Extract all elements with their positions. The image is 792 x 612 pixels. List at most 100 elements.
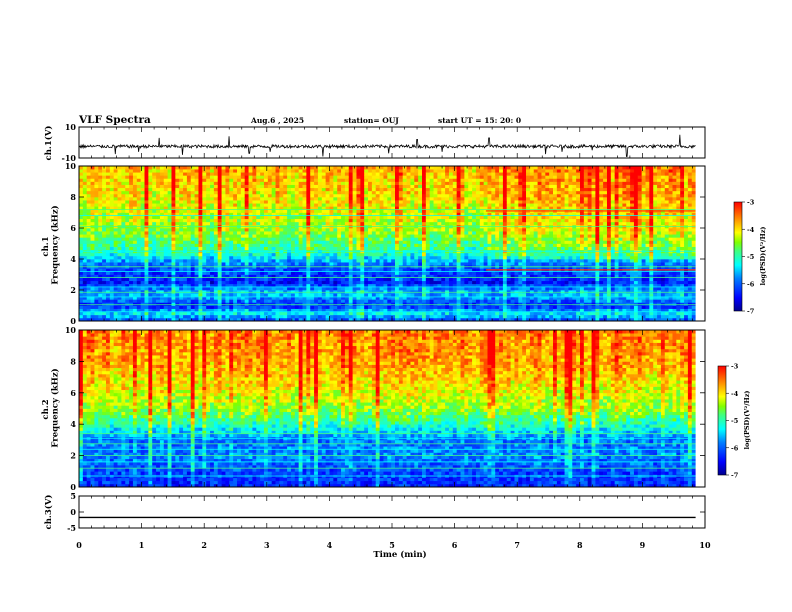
spectrogram-cell (452, 252, 458, 257)
spectrogram-cell (105, 286, 111, 291)
spectrogram-cell (310, 271, 315, 275)
spectrogram-cell (263, 206, 269, 210)
spectrogram-cell (271, 305, 276, 309)
spectrogram-cell (310, 218, 315, 223)
spectrogram-cell (267, 178, 273, 182)
spectrogram-cell (210, 274, 215, 278)
spectrogram-cell (356, 190, 361, 195)
spectrogram-cell (337, 221, 342, 226)
spectrogram-cell (156, 271, 161, 275)
spectrogram-cell (310, 277, 315, 282)
spectrogram-cell (356, 212, 361, 216)
spectrogram-cell (321, 268, 326, 272)
spectrogram-cell (105, 193, 111, 198)
spectrogram-cell (136, 286, 142, 291)
spectrogram-cell (437, 193, 442, 198)
spectrogram-cell (398, 206, 404, 210)
spectrogram-cell (190, 271, 195, 275)
spectrogram-cell (348, 203, 353, 207)
spectrogram-cell (375, 317, 380, 322)
spectrogram-cell (317, 293, 323, 297)
spectrogram-cell (225, 169, 230, 173)
spectrogram-cell (379, 262, 384, 266)
spectrogram-cell (406, 243, 411, 247)
spectrogram-cell (375, 271, 380, 275)
spectrogram-cell (448, 255, 454, 260)
spectrogram-cell (82, 290, 88, 294)
spectrogram-cell (82, 187, 88, 192)
spectrogram-cell (179, 203, 184, 207)
spectrogram-cell (113, 240, 118, 244)
spectrogram-cell (102, 228, 107, 232)
spectrogram-cell (152, 221, 157, 226)
spectrogram-cell (233, 252, 238, 257)
spectrogram-cell (79, 277, 84, 282)
spectrogram-cell (198, 197, 203, 201)
spectrogram-cell (79, 240, 84, 244)
spectrogram-cell (260, 228, 265, 232)
spectrogram-cell (90, 218, 95, 223)
spectrogram-cell (144, 308, 149, 313)
spectrogram-cell (402, 197, 407, 201)
spectrogram-cell (94, 286, 99, 291)
spectrogram-cell (337, 203, 342, 207)
spectrogram-cell (329, 277, 334, 282)
spectrogram-cell (406, 215, 411, 220)
spectrogram-cell (387, 280, 392, 285)
spectrogram-cell (375, 262, 380, 266)
spectrogram-cell (456, 231, 461, 235)
spectrogram-cell (356, 184, 361, 189)
spectrogram-cell (233, 255, 238, 260)
spectrogram-cell (418, 234, 423, 238)
spectrogram-cell (279, 246, 284, 251)
spectrogram-cell (425, 299, 431, 303)
spectrogram-cell (98, 166, 103, 170)
spectrogram-cell (163, 237, 168, 241)
spectrogram-cell (183, 166, 188, 170)
spectrogram-cell (244, 218, 249, 223)
spectrogram-cell (279, 212, 284, 216)
spectrogram-cell (167, 181, 172, 185)
spectrogram-cell (171, 308, 176, 313)
spectrogram-cell (348, 283, 353, 288)
spectrogram-cell (210, 209, 215, 213)
spectrogram-cell (175, 299, 180, 303)
spectrogram-cell (271, 290, 276, 294)
spectrogram-cell (267, 209, 273, 213)
spectrogram-cell (183, 181, 188, 185)
spectrogram-cell (395, 209, 400, 213)
spectrogram-cell (94, 243, 99, 247)
spectrogram-cell (94, 246, 99, 251)
spectrogram-cell (132, 184, 138, 189)
spectrogram-cell (121, 203, 126, 207)
spectrogram-cell (329, 302, 334, 306)
spectrogram-cell (368, 268, 373, 272)
spectrogram-cell (144, 206, 149, 210)
spectrogram-cell (260, 302, 265, 306)
spectrogram-cell (240, 221, 246, 226)
spectrogram-cell (194, 234, 199, 238)
spectrogram-cell (410, 184, 415, 189)
spectrogram-cell (217, 280, 222, 285)
spectrogram-cell (121, 293, 126, 297)
spectrogram-cell (167, 283, 172, 288)
spectrogram-cell (279, 178, 284, 182)
spectrogram-cell (194, 181, 199, 185)
spectrogram-cell (306, 255, 311, 260)
spectrogram-cell (375, 290, 380, 294)
spectrogram-cell (314, 317, 319, 322)
spectrogram-cell (429, 169, 434, 173)
spectrogram-cell (98, 305, 103, 309)
spectrogram-cell (402, 293, 407, 297)
spectrogram-cell (229, 234, 234, 238)
spectrogram-cell (425, 187, 431, 192)
spectrogram-cell (433, 283, 438, 288)
spectrogram-cell (190, 178, 195, 182)
spectrogram-cell (429, 302, 434, 306)
spectrogram-cell (79, 299, 84, 303)
spectrogram-cell (267, 206, 273, 210)
spectrogram-cell (356, 178, 361, 182)
spectrogram-cell (391, 197, 396, 201)
spectrogram-cell (82, 280, 88, 285)
spectrogram-cell (425, 200, 431, 204)
